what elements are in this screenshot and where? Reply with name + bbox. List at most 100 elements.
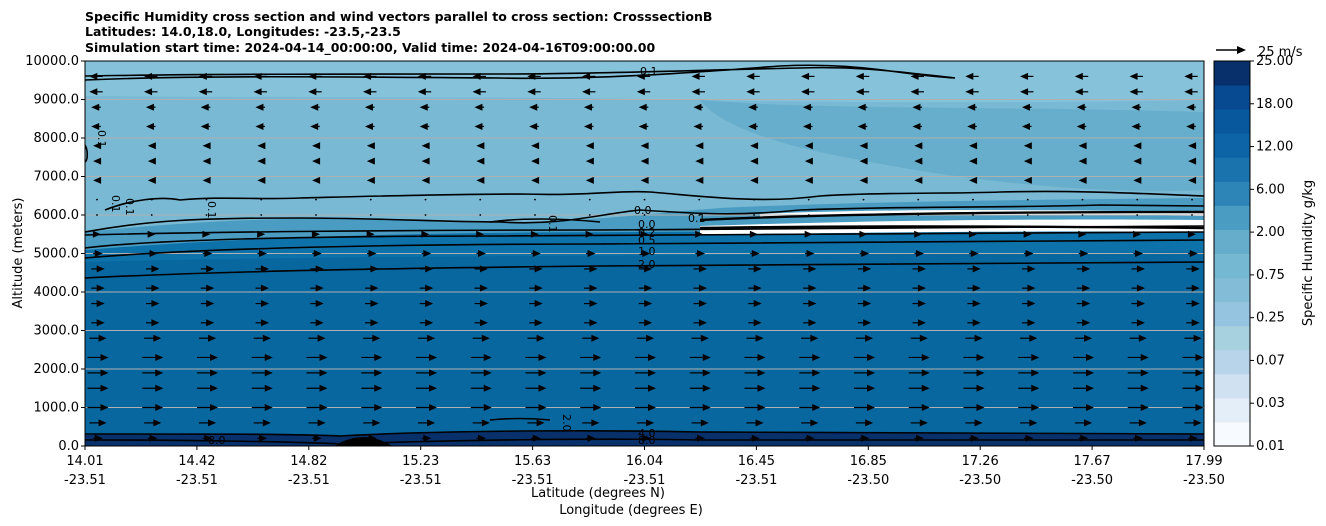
contour-0.0-b	[699, 225, 1204, 230]
wind-arrow	[306, 353, 328, 361]
wind-head	[96, 284, 105, 292]
wind-head	[921, 384, 930, 392]
wind-head	[1025, 434, 1034, 442]
wind-head	[1086, 353, 1095, 361]
wind-arrow	[89, 419, 107, 427]
wind-head	[1129, 72, 1138, 80]
wind-arrow	[1023, 176, 1032, 184]
wind-arrow	[910, 88, 924, 96]
wind-arrow	[585, 157, 594, 165]
wind-arrow	[753, 198, 755, 201]
wind-head	[1129, 88, 1138, 96]
wind-arrow	[1078, 142, 1087, 150]
wind-vectors	[87, 72, 1204, 442]
wind-arrow	[914, 230, 923, 238]
wind-arrow	[634, 353, 657, 361]
wind-head	[917, 319, 926, 327]
chart-title-line-3: Simulation start time: 2024-04-14_00:00:…	[85, 40, 655, 56]
wind-arrow	[1136, 198, 1139, 201]
wind-arrow	[147, 230, 156, 238]
wind-arrow	[470, 353, 492, 361]
wind-arrow	[585, 176, 594, 184]
wind-arrow	[529, 122, 539, 130]
wind-head	[364, 103, 373, 111]
wind-arrow	[251, 369, 273, 377]
wind-arrow	[963, 404, 985, 411]
wind-head	[479, 300, 488, 308]
wind-arrow	[967, 284, 981, 292]
wind-head	[1136, 265, 1145, 273]
wind-arrow	[695, 142, 704, 150]
wind-arrow	[912, 300, 926, 308]
wind-head	[311, 230, 320, 238]
wind-head	[587, 434, 596, 442]
contour-label: 0.0	[634, 204, 652, 217]
wind-head	[1133, 157, 1142, 165]
wind-head	[591, 419, 600, 427]
wind-arrow	[636, 334, 655, 342]
wind-arrow	[363, 419, 381, 427]
wind-calm-dot	[972, 198, 974, 201]
wind-arrow	[200, 300, 215, 308]
colorbar-tick-label: 0.07	[1256, 353, 1285, 368]
wind-head	[1023, 157, 1032, 165]
wind-head	[1080, 434, 1089, 442]
x-tick-label-lon: -23.51	[512, 473, 554, 488]
wind-head	[1184, 88, 1193, 96]
wind-head	[857, 122, 866, 130]
contour-2.0	[85, 261, 1204, 279]
quiver-key-arrowhead	[1237, 46, 1246, 54]
wind-arrow	[1186, 265, 1200, 273]
wind-arrow	[200, 284, 215, 292]
wind-head	[1140, 369, 1149, 377]
wind-arrow	[198, 88, 213, 96]
wind-arrow	[799, 384, 821, 392]
wind-arrow	[912, 319, 926, 327]
wind-arrow	[855, 88, 870, 96]
wind-head	[1027, 300, 1036, 308]
wind-calm-dot	[96, 198, 98, 201]
wind-arrow	[421, 434, 432, 442]
wind-arrow	[908, 384, 930, 392]
contour-1.0	[85, 239, 1204, 259]
wind-head	[1025, 250, 1034, 257]
wind-arrow	[198, 72, 213, 80]
wind-calm-dot	[1136, 214, 1139, 216]
wind-head	[483, 404, 492, 411]
wind-arrow	[1072, 369, 1095, 377]
wind-arrow	[366, 157, 375, 165]
wind-head	[531, 157, 540, 165]
wind-arrow	[744, 369, 766, 377]
wind-head	[593, 384, 602, 392]
wind-arrow	[1022, 265, 1036, 273]
wind-head	[1135, 434, 1144, 442]
wind-arrow	[580, 369, 602, 377]
wind-arrow	[855, 419, 874, 427]
wind-head	[206, 284, 215, 292]
contour-label: 2.0	[560, 414, 573, 432]
contour-label: 0.0	[638, 218, 656, 231]
wind-head	[702, 353, 711, 361]
colorbar: 0.01 0.03 0.07 0.25 0.75 2.00 6.00 12.00 18.00 25…	[1213, 54, 1293, 454]
wind-head	[479, 265, 488, 273]
contour-2.0-surface	[489, 417, 551, 421]
wind-arrow	[640, 176, 649, 184]
wind-head	[259, 434, 268, 442]
wind-arrow	[93, 250, 103, 257]
wind-arrow	[853, 353, 876, 361]
wind-head	[1021, 122, 1030, 130]
wind-arrow	[205, 214, 208, 216]
wind-arrow	[695, 434, 706, 442]
wind-arrow	[638, 122, 649, 130]
wind-head	[589, 319, 598, 327]
wind-arrow	[257, 142, 266, 150]
wind-head	[481, 334, 490, 342]
wind-arrow	[859, 434, 870, 442]
wind-head	[974, 419, 983, 427]
wind-head	[425, 319, 434, 327]
wind-head	[100, 369, 109, 377]
wind-arrow	[580, 353, 602, 361]
wind-arrow	[857, 265, 872, 273]
wind-arrow	[255, 122, 266, 130]
wind-arrow	[855, 334, 874, 342]
